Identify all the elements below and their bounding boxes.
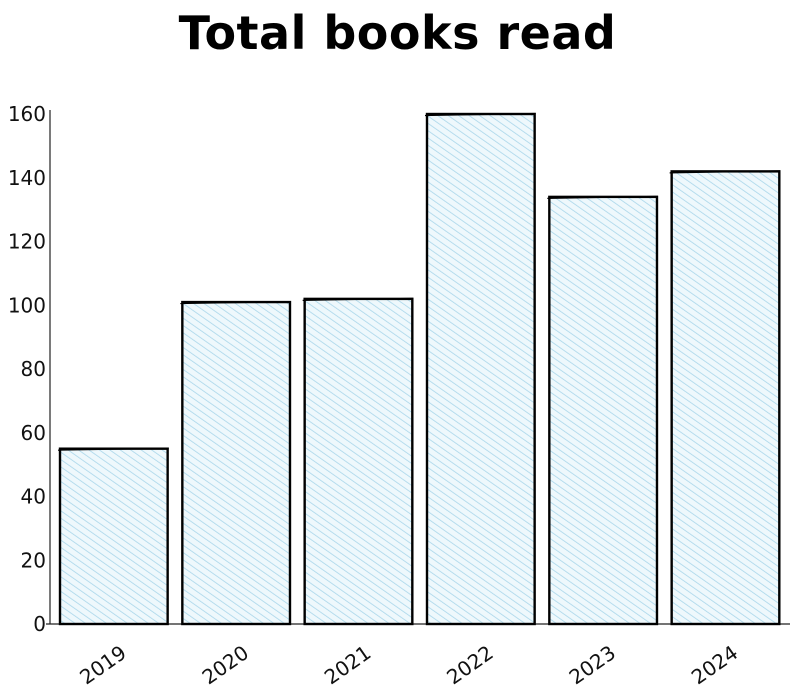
bar-sketch-stroke bbox=[57, 447, 169, 451]
y-axis-ticks: 0 20 40 60 80 100 120 140 160 bbox=[8, 102, 46, 636]
y-tick-label: 80 bbox=[21, 357, 46, 381]
bar-fill bbox=[549, 196, 657, 624]
bar-2020 bbox=[180, 300, 292, 626]
y-tick-label: 20 bbox=[21, 548, 46, 572]
axes bbox=[46, 110, 790, 625]
x-tick-label: 2019 bbox=[75, 640, 130, 689]
chart-title: Total books read bbox=[178, 6, 617, 60]
y-tick-label: 120 bbox=[8, 230, 46, 254]
x-tick-label: 2021 bbox=[320, 640, 375, 689]
bars bbox=[57, 112, 781, 626]
y-tick-label: 40 bbox=[21, 485, 46, 509]
bar-fill bbox=[304, 298, 413, 624]
y-tick-label: 100 bbox=[8, 293, 46, 317]
bar-fill bbox=[182, 302, 290, 624]
bar-sketch-stroke bbox=[424, 112, 536, 117]
bar-2024 bbox=[669, 170, 781, 626]
x-tick-label: 2020 bbox=[198, 640, 253, 689]
bar-2021 bbox=[302, 297, 414, 626]
bar-2023 bbox=[547, 195, 659, 626]
x-axis-ticks: 2019 2020 2021 2022 2023 2024 bbox=[75, 640, 742, 689]
y-tick-label: 140 bbox=[8, 166, 46, 190]
bar-sketch-stroke bbox=[547, 195, 658, 199]
bar-fill bbox=[427, 114, 535, 624]
bar-fill bbox=[60, 448, 168, 624]
y-tick-label: 160 bbox=[8, 102, 46, 126]
bar-sketch-stroke bbox=[669, 170, 781, 174]
x-tick-label: 2024 bbox=[687, 640, 742, 689]
y-tick-label: 0 bbox=[33, 612, 46, 636]
bar-sketch-stroke bbox=[180, 300, 291, 305]
bar-2022 bbox=[424, 112, 536, 626]
y-tick-label: 60 bbox=[21, 421, 46, 445]
bar-fill bbox=[671, 171, 780, 624]
x-tick-label: 2022 bbox=[442, 640, 497, 689]
bar-2019 bbox=[57, 447, 169, 626]
bar-sketch-stroke bbox=[302, 297, 414, 301]
x-tick-label: 2023 bbox=[565, 640, 620, 689]
